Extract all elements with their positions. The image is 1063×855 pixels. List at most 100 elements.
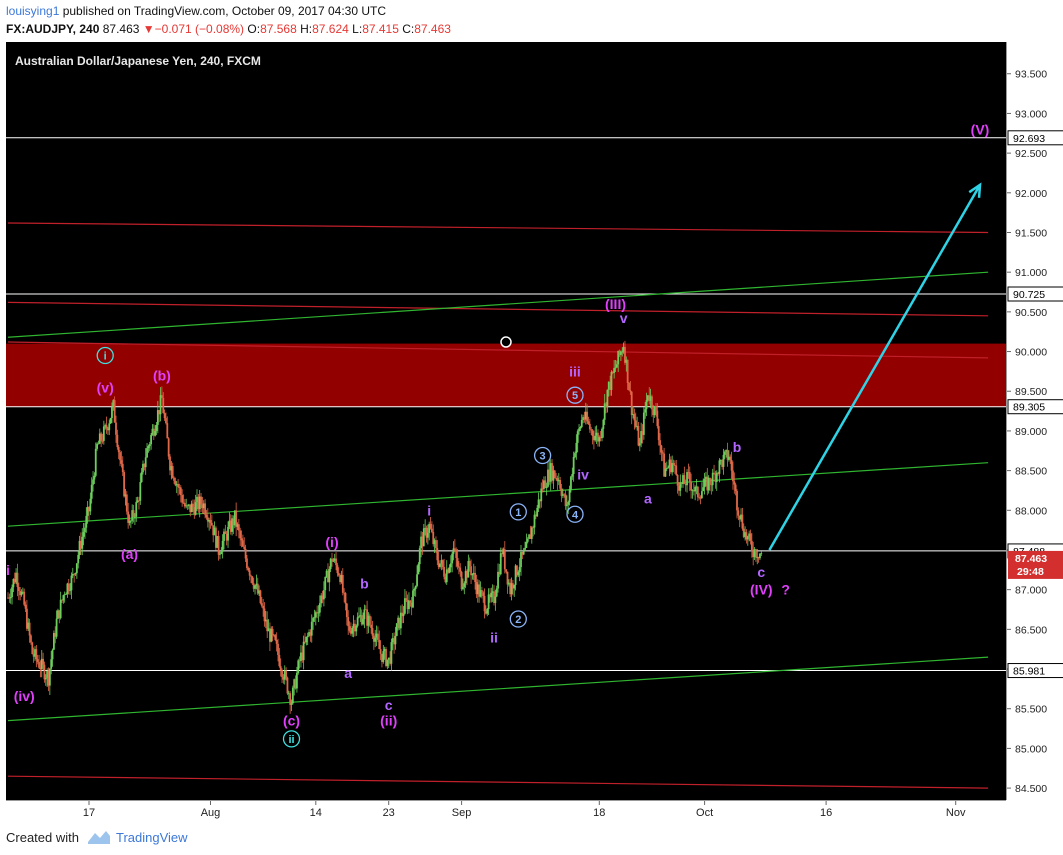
candle-body [378,639,381,650]
candle-body [402,613,405,617]
candle-body [717,472,719,474]
candle-up [682,473,684,488]
candle-up [220,547,223,555]
price-tick-label: 93.000 [1015,108,1047,120]
candle-down [24,601,27,613]
candle-body [27,622,30,629]
candle-down [447,567,449,574]
candle-body [593,436,595,441]
candle-body [464,570,467,584]
candle-body [84,527,86,533]
candle-body [387,657,390,660]
candle-up [707,475,710,494]
time-axis-canvas[interactable]: 17 Aug 14 23 Sep 18 Oct 16 Nov [6,801,1006,823]
candle-down [634,412,637,429]
candle-down [493,585,495,606]
candle-down [698,493,701,500]
candle-up [86,500,89,524]
candle-body [215,527,217,548]
price-axis-canvas[interactable]: 84.50085.00085.50086.00086.50087.00087.5… [1007,42,1063,800]
candle-up [213,521,216,536]
candle-down [750,532,753,558]
candle-up [575,434,578,460]
wave-label-circle [509,610,527,628]
candle-body [383,649,386,652]
candle-down [560,483,563,503]
candle-up [399,605,402,635]
wave-label-circle [566,505,584,523]
time-axis[interactable]: 17 Aug 14 23 Sep 18 Oct 16 Nov [6,800,1006,823]
candle-down [209,513,212,529]
tradingview-logo-icon [88,831,110,844]
candle-body [102,426,105,441]
candle-body [318,603,321,613]
candle-down [197,493,200,513]
candle-up [308,629,310,638]
tradingview-brand-link[interactable]: TradingView [116,830,188,845]
candle-up [128,514,131,526]
candle-up [522,547,525,556]
candle-body [81,536,84,549]
candle-down [618,349,621,357]
candle-body [100,433,103,441]
chart-canvas[interactable]: i(iv)(v)i(a)(b)(c)ii(i)abc(ii)iii12345ii… [6,42,1006,800]
candle-up [175,481,178,494]
candle-body [308,632,310,636]
candle-body [551,463,553,481]
candle-body [220,551,223,554]
candle-down [456,548,459,570]
candle-body [129,520,132,522]
candle-body [61,599,63,601]
wave-label-text: 4 [572,509,579,521]
candle-down [132,504,135,523]
candle-down [282,674,285,684]
candle-body [674,465,676,466]
candle-body [576,431,579,443]
candle-up [154,425,157,437]
candle-up [270,626,273,643]
candle-body [725,449,728,452]
candle-down [42,652,44,670]
price-change: −0.071 (−0.08%) [154,22,245,36]
candle-down [101,433,104,444]
candle-up [77,551,80,569]
candle-up [584,402,587,425]
candle-body [232,518,235,526]
candle-body [486,609,489,614]
candle-body [715,472,718,482]
candle-body [734,484,737,491]
candle-down [182,494,185,505]
candle-body [683,475,686,484]
candle-body [448,567,451,573]
candle-body [480,590,483,593]
author-link[interactable]: louisying1 [6,4,60,18]
candle-body [474,572,476,583]
price-axis[interactable]: 84.50085.00085.50086.00086.50087.00087.5… [1006,42,1063,800]
candle-body [11,587,13,598]
candle-body [653,406,656,416]
candle-up [433,538,436,553]
candle-up [9,588,12,604]
candle-body [432,531,435,545]
candle-up [40,650,43,678]
candle-down [73,573,76,583]
candle-up [374,629,377,648]
candle-up [518,558,521,582]
wave-label: 5 [566,386,584,404]
candle-body [237,524,240,531]
candle-down [113,396,116,423]
candle-body [621,351,624,353]
last-price: 87.463 [102,22,140,36]
wave-label: 2 [509,610,527,628]
created-with-text: Created with [6,830,79,845]
candle-body [112,400,115,407]
candle-down [28,618,31,643]
candle-body [358,616,360,618]
candle-body [290,703,293,705]
candle-up [320,593,323,608]
candle-down [248,567,251,581]
candle-body [744,532,746,537]
candle-body [138,500,140,502]
price-chart[interactable]: i (iv) (v) i (a) (b) (c) ii (i) a b c (ii) i ii 1 2 3 4 5 ii… [6,42,1006,800]
candle-down [555,473,557,481]
